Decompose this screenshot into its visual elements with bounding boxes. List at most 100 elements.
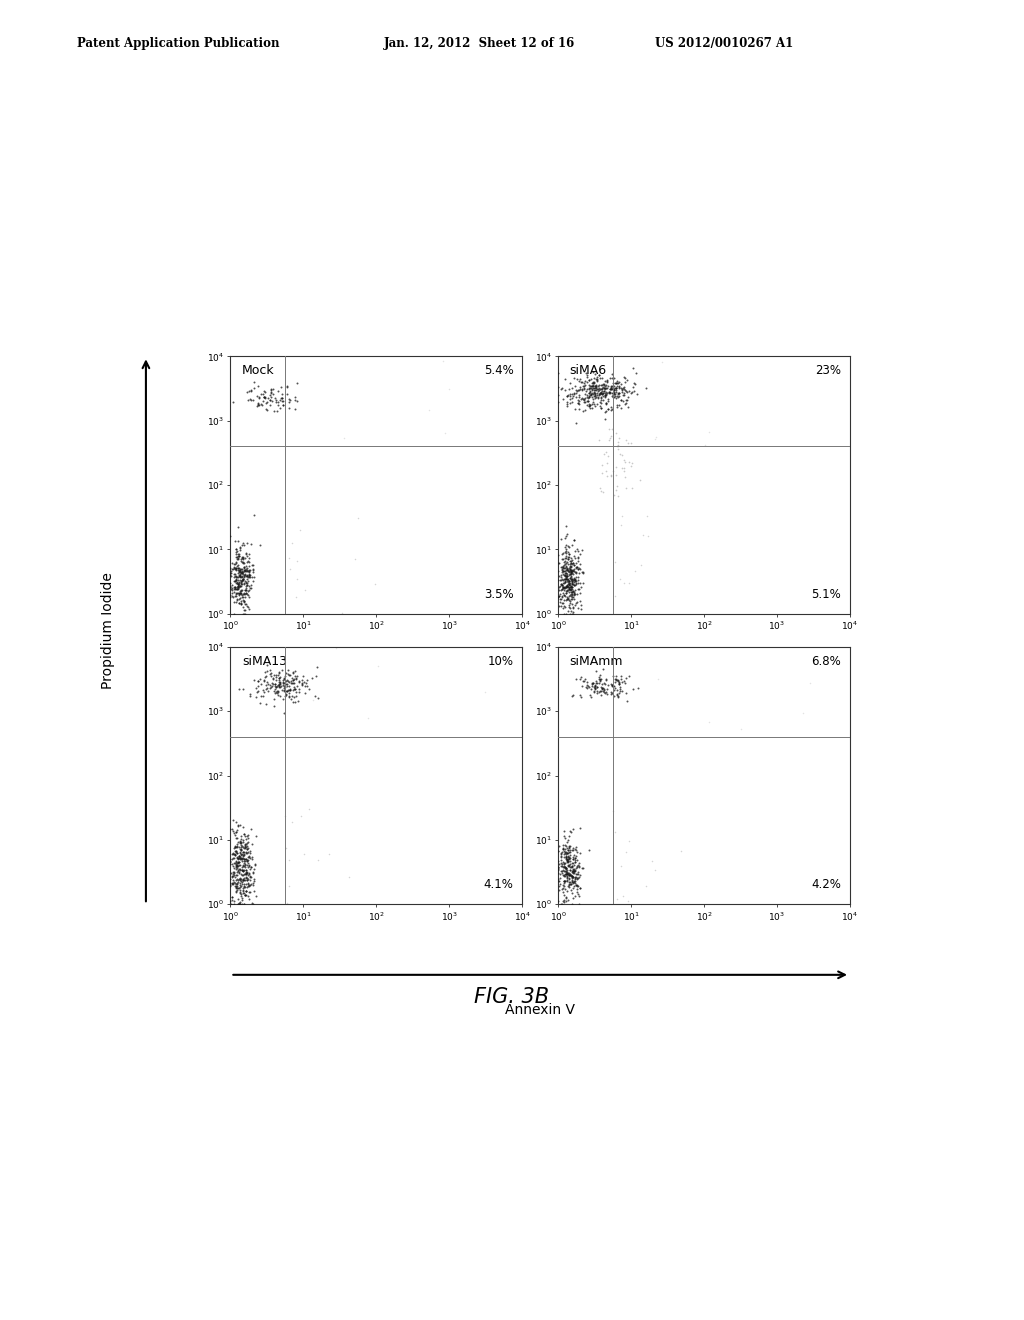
Point [238,560,254,581]
Point [230,516,247,537]
Point [563,564,580,585]
Point [287,389,303,411]
Point [236,876,252,898]
Point [607,672,624,693]
Point [236,843,252,865]
Point [237,579,253,601]
Point [225,558,242,579]
Point [266,664,283,685]
Point [570,562,587,583]
Point [289,391,305,412]
Point [222,576,239,597]
Point [268,682,285,704]
Point [231,851,248,873]
Point [231,560,248,581]
Point [588,376,604,397]
Point [563,569,580,590]
Point [555,549,571,570]
Point [225,862,242,883]
Point [230,574,247,595]
Point [265,384,282,405]
Point [241,846,257,867]
Point [279,384,295,405]
Point [551,875,567,896]
Point [555,875,571,896]
Point [234,861,251,882]
Point [248,686,264,708]
Point [248,825,264,846]
Point [222,853,239,874]
Point [578,387,594,408]
Point [587,375,603,396]
Point [557,581,573,602]
Point [586,367,602,388]
Point [613,381,630,403]
Point [557,548,573,569]
Point [556,863,572,884]
Point [561,560,578,581]
Point [273,384,290,405]
Point [562,822,579,843]
Point [236,557,252,578]
Point [560,846,577,867]
Point [288,681,304,702]
Point [241,566,257,587]
Point [581,375,597,396]
Point [559,850,575,871]
Point [238,582,254,603]
Point [568,841,585,862]
Point [598,374,614,395]
Point [607,372,624,393]
Point [227,841,244,862]
Point [557,554,573,576]
Point [241,548,257,569]
Point [585,372,601,393]
Point [564,560,581,581]
Point [307,665,324,686]
Point [242,565,258,586]
Point [236,841,252,862]
Point [232,847,249,869]
Point [563,853,580,874]
Point [241,579,257,601]
Point [558,545,574,566]
Point [236,883,252,904]
Point [232,834,249,855]
Point [550,857,566,878]
Point [239,550,255,572]
Point [225,865,242,886]
Point [577,371,593,392]
Text: 4.2%: 4.2% [811,878,841,891]
Point [557,582,573,603]
Point [559,880,575,902]
Point [241,544,257,565]
Point [238,579,254,601]
Point [560,576,577,597]
Point [562,577,579,598]
Point [238,828,254,849]
Point [560,554,577,576]
Point [557,838,573,859]
Point [570,379,587,400]
Point [222,875,239,896]
Point [550,553,566,574]
Point [562,561,579,582]
Point [606,381,623,403]
Point [565,570,582,591]
Point [228,851,245,873]
Point [229,576,246,597]
Point [550,857,566,878]
Point [243,857,259,878]
Point [554,543,570,564]
Point [228,577,245,598]
Point [556,871,572,892]
Point [567,561,584,582]
Point [230,577,247,598]
Point [328,638,344,659]
Point [553,570,569,591]
Point [308,656,325,677]
Point [587,678,603,700]
Point [558,887,574,908]
Point [603,378,620,399]
Point [568,387,585,408]
